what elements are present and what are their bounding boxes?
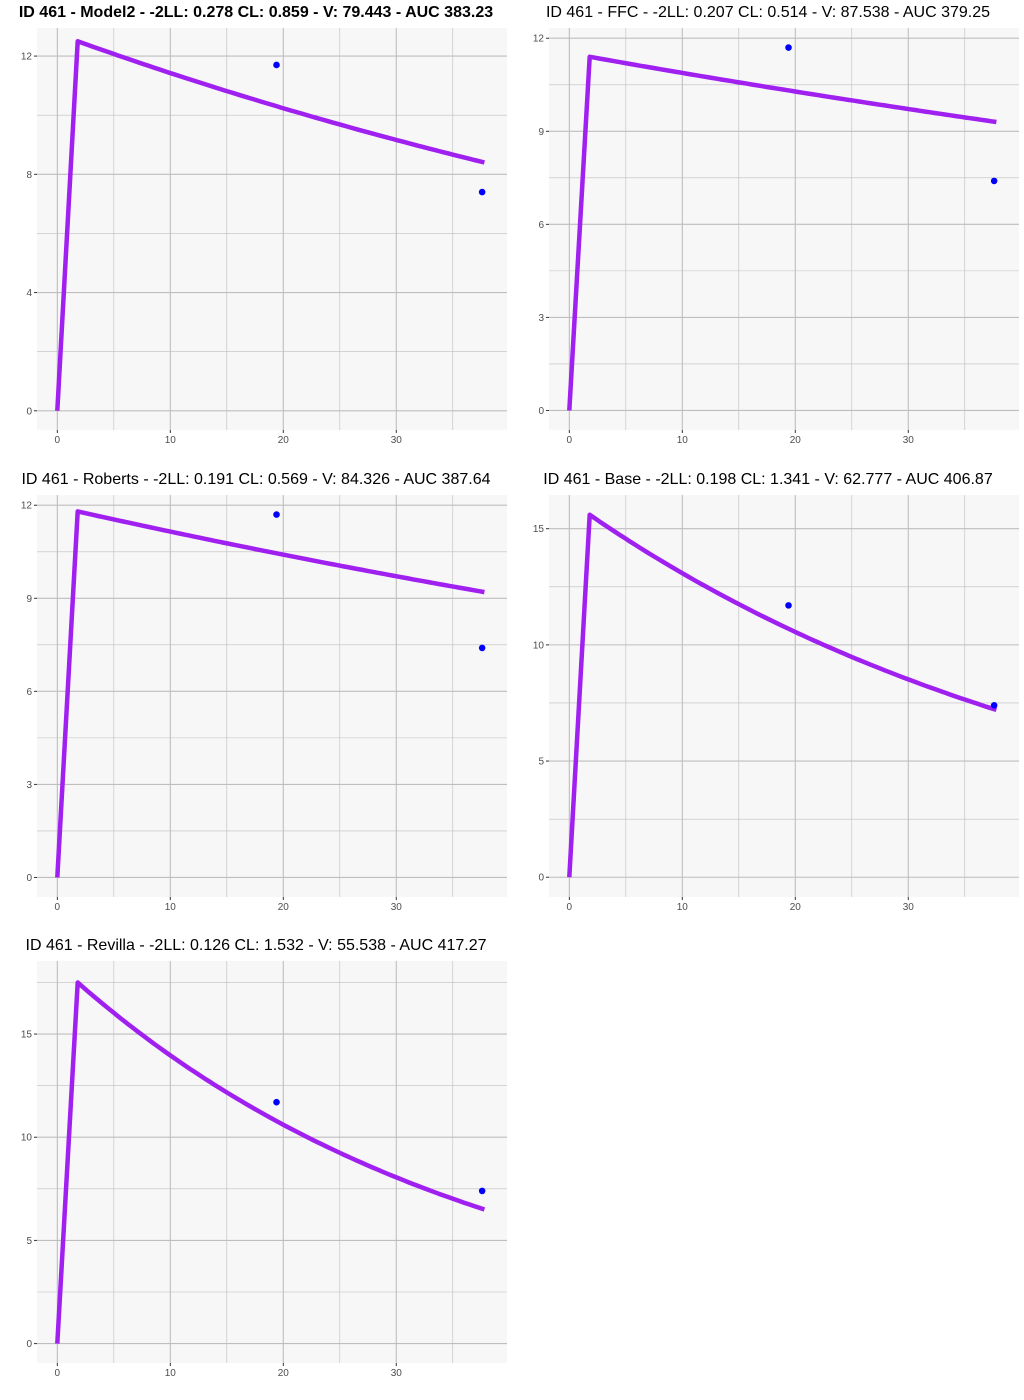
plot-canvas: 0 10 20 30 0 5 10 15	[0, 933, 512, 1400]
x-tick-label: 10	[677, 902, 689, 913]
x-tick-label: 30	[391, 902, 403, 913]
y-tick-label: 8	[26, 170, 32, 181]
plot-title: ID 461 - Base - -2LL: 0.198 CL: 1.341 - …	[512, 469, 1024, 491]
plot-panel-roberts: 0 10 20 30 0 3 6 9 12 ID 461 - Roberts - -2LL: 0…	[0, 467, 512, 934]
y-tick-label: 12	[533, 34, 545, 45]
y-tick-label: 0	[26, 406, 32, 417]
plot-panel-revilla: 0 10 20 30 0 5 10 15 ID 461 - Revilla - -2LL: 0…	[0, 933, 512, 1400]
y-tick-label: 6	[538, 220, 544, 231]
y-tick-label: 0	[26, 873, 32, 884]
y-tick-label: 0	[538, 406, 544, 417]
y-tick-label: 15	[21, 1030, 33, 1041]
y-tick-label: 4	[26, 288, 32, 299]
y-tick-label: 0	[538, 873, 544, 884]
x-tick-label: 30	[903, 435, 915, 446]
data-point-observed	[479, 645, 486, 652]
plot-canvas: 0 10 20 30 0 5 10 15	[512, 467, 1024, 934]
y-tick-label: 9	[538, 127, 544, 138]
x-tick-label: 10	[165, 902, 177, 913]
x-tick-label: 0	[55, 435, 61, 446]
y-tick-label: 10	[533, 640, 545, 651]
plot-background	[37, 28, 507, 430]
plot-canvas: 0 10 20 30 0 3 6 9 12	[512, 0, 1024, 467]
data-point-observed	[991, 178, 998, 185]
data-point-observed	[479, 189, 486, 196]
x-tick-label: 10	[165, 1368, 177, 1379]
plot-background	[37, 961, 507, 1363]
y-tick-label: 10	[21, 1133, 33, 1144]
x-tick-label: 30	[903, 902, 915, 913]
plot-panel-base: 0 10 20 30 0 5 10 15 ID 461 - Base - -2LL: 0.19…	[512, 467, 1024, 934]
x-tick-label: 10	[677, 435, 689, 446]
y-tick-label: 5	[538, 757, 544, 768]
y-tick-label: 6	[26, 687, 32, 698]
plot-title: ID 461 - Revilla - -2LL: 0.126 CL: 1.532…	[0, 935, 512, 957]
x-tick-label: 10	[165, 435, 177, 446]
y-tick-label: 0	[26, 1339, 32, 1350]
plot-title: ID 461 - Model2 - -2LL: 0.278 CL: 0.859 …	[0, 2, 512, 24]
data-point-observed	[785, 602, 792, 609]
data-point-observed	[273, 1099, 280, 1106]
x-tick-label: 30	[391, 1368, 403, 1379]
plot-title: ID 461 - Roberts - -2LL: 0.191 CL: 0.569…	[0, 469, 512, 491]
y-tick-label: 9	[26, 594, 32, 605]
x-tick-label: 0	[567, 435, 573, 446]
plot-panel-ffc: 0 10 20 30 0 3 6 9 12 ID 461 - FFC - -2LL: 0.207…	[512, 0, 1024, 467]
data-point-observed	[991, 702, 998, 709]
y-tick-label: 12	[21, 501, 33, 512]
y-tick-label: 3	[26, 780, 32, 791]
x-tick-label: 20	[790, 902, 802, 913]
plot-panel-model2: 0 10 20 30 0 4 8 12 ID 461 - Model2 - -2LL: 0.2…	[0, 0, 512, 467]
x-tick-label: 0	[55, 1368, 61, 1379]
y-tick-label: 15	[533, 524, 545, 535]
x-tick-label: 20	[790, 435, 802, 446]
y-tick-label: 3	[538, 313, 544, 324]
data-point-observed	[273, 62, 280, 69]
plot-canvas: 0 10 20 30 0 3 6 9 12	[0, 467, 512, 934]
x-tick-label: 0	[567, 902, 573, 913]
data-point-observed	[479, 1188, 486, 1195]
x-tick-label: 30	[391, 435, 403, 446]
y-tick-label: 5	[26, 1236, 32, 1247]
plot-canvas: 0 10 20 30 0 4 8 12	[0, 0, 512, 467]
x-tick-label: 0	[55, 902, 61, 913]
data-point-observed	[273, 511, 280, 518]
data-point-observed	[785, 44, 792, 51]
y-tick-label: 12	[21, 52, 33, 63]
x-tick-label: 20	[278, 902, 290, 913]
x-tick-label: 20	[278, 435, 290, 446]
plot-background	[37, 495, 507, 897]
plot-title: ID 461 - FFC - -2LL: 0.207 CL: 0.514 - V…	[512, 2, 1024, 24]
x-tick-label: 20	[278, 1368, 290, 1379]
